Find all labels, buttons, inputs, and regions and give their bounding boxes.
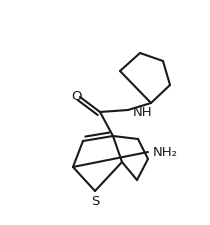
Text: NH₂: NH₂ (153, 146, 178, 159)
Text: S: S (91, 195, 99, 208)
Text: O: O (72, 90, 82, 103)
Text: NH: NH (133, 106, 153, 119)
